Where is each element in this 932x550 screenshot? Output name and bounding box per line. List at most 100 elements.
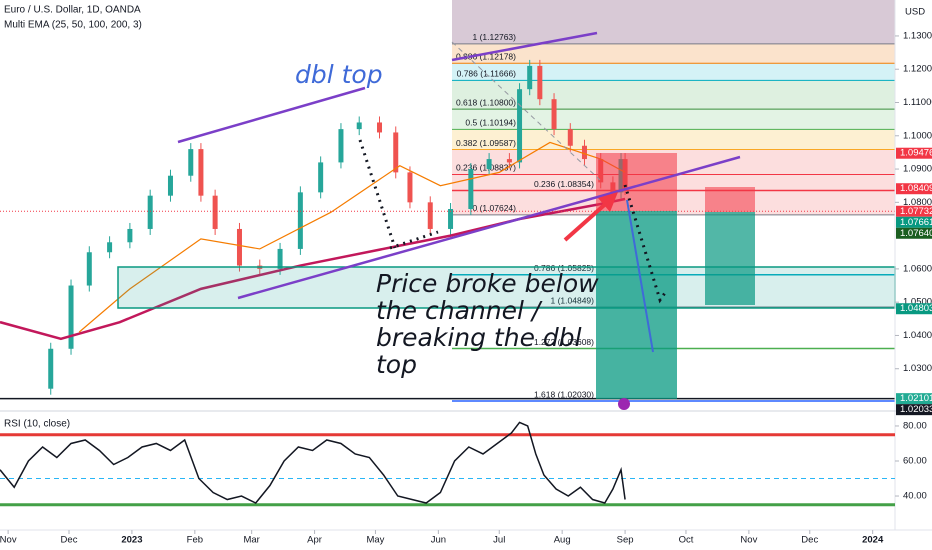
x-tick-label: 2024 bbox=[862, 535, 884, 546]
x-tick-label: Jun bbox=[431, 535, 446, 546]
y-tick-label: 1.09000 bbox=[903, 164, 932, 175]
fib-band bbox=[452, 80, 895, 110]
event-icon bbox=[618, 398, 630, 410]
indicator-title: Multi EMA (25, 50, 100, 200, 3) bbox=[4, 20, 142, 31]
candle bbox=[551, 99, 557, 130]
y-tick-label: 40.00 bbox=[903, 491, 927, 502]
candle bbox=[277, 248, 283, 269]
candle bbox=[188, 149, 194, 176]
price-tag-label: 1.07661 bbox=[900, 217, 932, 228]
stop-box bbox=[705, 187, 755, 212]
axes: 1.13000 1.12000 1.11000 1.10000 1.09000 1.080… bbox=[0, 30, 932, 546]
candle bbox=[567, 129, 573, 146]
ema-line bbox=[0, 197, 626, 341]
candle bbox=[468, 169, 474, 209]
y-tick-label: 1.04000 bbox=[903, 330, 932, 341]
candle bbox=[517, 89, 523, 163]
fib-label: 0.5 (1.10194) bbox=[465, 118, 516, 128]
target-box bbox=[596, 211, 677, 399]
candle bbox=[486, 159, 492, 170]
dotted-path bbox=[389, 230, 439, 250]
fib-trend bbox=[451, 41, 601, 181]
fib-label: 0.618 (1.10800) bbox=[456, 97, 516, 107]
annotation-line: breaking the dbl bbox=[376, 323, 582, 352]
candle bbox=[393, 132, 399, 173]
price-tag bbox=[896, 393, 932, 405]
channel-bottom bbox=[237, 155, 741, 300]
candle bbox=[338, 129, 344, 163]
fib-band bbox=[452, 63, 895, 81]
arrow bbox=[563, 198, 612, 242]
fib-label: 0 (1.07624) bbox=[473, 203, 517, 213]
candle bbox=[407, 172, 413, 203]
candle bbox=[356, 122, 362, 130]
price-tag-label: 1.07640 bbox=[900, 228, 932, 239]
fib-label: 1.618 (1.02030) bbox=[534, 389, 594, 399]
fib-label: 1 (1.04849) bbox=[551, 295, 595, 305]
fib-label: 0.236 (1.08837) bbox=[456, 163, 516, 173]
symbol-title: Euro / U.S. Dollar, 1D, OANDA bbox=[4, 5, 141, 16]
y-tick-label: 80.00 bbox=[903, 420, 927, 431]
candle bbox=[48, 348, 54, 389]
candle bbox=[427, 202, 433, 229]
price-tag-label: 1.09476 bbox=[900, 148, 932, 159]
price-tag-label: 1.04803 bbox=[900, 303, 932, 314]
fib-label: 0.786 (1.05825) bbox=[534, 263, 594, 273]
y-tick-label: 1.03000 bbox=[903, 363, 932, 374]
price-tag bbox=[896, 216, 932, 228]
price-tag bbox=[896, 147, 932, 159]
x-tick-label: Jul bbox=[493, 535, 505, 546]
x-tick-label: Aug bbox=[554, 535, 571, 546]
price-tag bbox=[896, 404, 932, 416]
currency: USD bbox=[905, 7, 925, 18]
price-tag bbox=[896, 303, 932, 315]
x-tick-label: Dec bbox=[61, 535, 78, 546]
channel-top bbox=[177, 86, 366, 144]
candle bbox=[236, 228, 242, 266]
annotation-line: the channel / bbox=[376, 296, 543, 325]
candle bbox=[297, 192, 303, 249]
support-zone bbox=[117, 266, 896, 309]
x-tick-label: 2023 bbox=[121, 535, 142, 546]
arrow-head bbox=[598, 192, 618, 212]
y-tick-label: 1.05000 bbox=[903, 297, 932, 308]
candle bbox=[506, 159, 512, 163]
price-tag bbox=[896, 227, 932, 239]
candle bbox=[68, 285, 74, 349]
x-tick-label: Mar bbox=[243, 535, 259, 546]
fib-bands: 1 (1.12763)0.886 (1.12178)0.786 (1.11666… bbox=[452, 0, 895, 402]
x-tick-label: Dec bbox=[801, 535, 818, 546]
candle bbox=[167, 175, 173, 196]
price-tag-label: 1.07732 bbox=[900, 206, 932, 217]
fib-label: 0.886 (1.12178) bbox=[456, 52, 516, 62]
candle bbox=[86, 252, 92, 286]
dotted-path bbox=[358, 139, 397, 249]
fib-top-zone bbox=[452, 0, 895, 44]
rsi-title: RSI (10, close) bbox=[4, 419, 70, 430]
y-tick-label: 1.12000 bbox=[903, 64, 932, 75]
y-tick-label: 60.00 bbox=[903, 456, 927, 467]
annotation: dbl top bbox=[295, 60, 383, 89]
x-tick-label: Sep bbox=[617, 535, 634, 546]
fib-band bbox=[452, 129, 895, 150]
candle bbox=[127, 228, 133, 243]
candle bbox=[448, 208, 454, 229]
y-tick-label: 1.06000 bbox=[903, 263, 932, 274]
fib-label: 1 (1.12763) bbox=[473, 32, 517, 42]
annotation-line: Price broke below bbox=[376, 269, 599, 298]
x-tick-label: Feb bbox=[187, 535, 203, 546]
candle bbox=[198, 149, 204, 196]
candle bbox=[581, 145, 587, 160]
x-tick-label: Oct bbox=[679, 535, 694, 546]
candle bbox=[377, 122, 383, 133]
projection-line bbox=[626, 199, 654, 353]
y-tick-label: 1.11000 bbox=[903, 97, 932, 108]
candle bbox=[147, 195, 153, 229]
candle bbox=[107, 242, 113, 253]
price-tag bbox=[896, 205, 932, 217]
annotation-line: top bbox=[376, 350, 417, 379]
fib-band bbox=[452, 43, 895, 64]
dotted-path bbox=[623, 184, 669, 304]
